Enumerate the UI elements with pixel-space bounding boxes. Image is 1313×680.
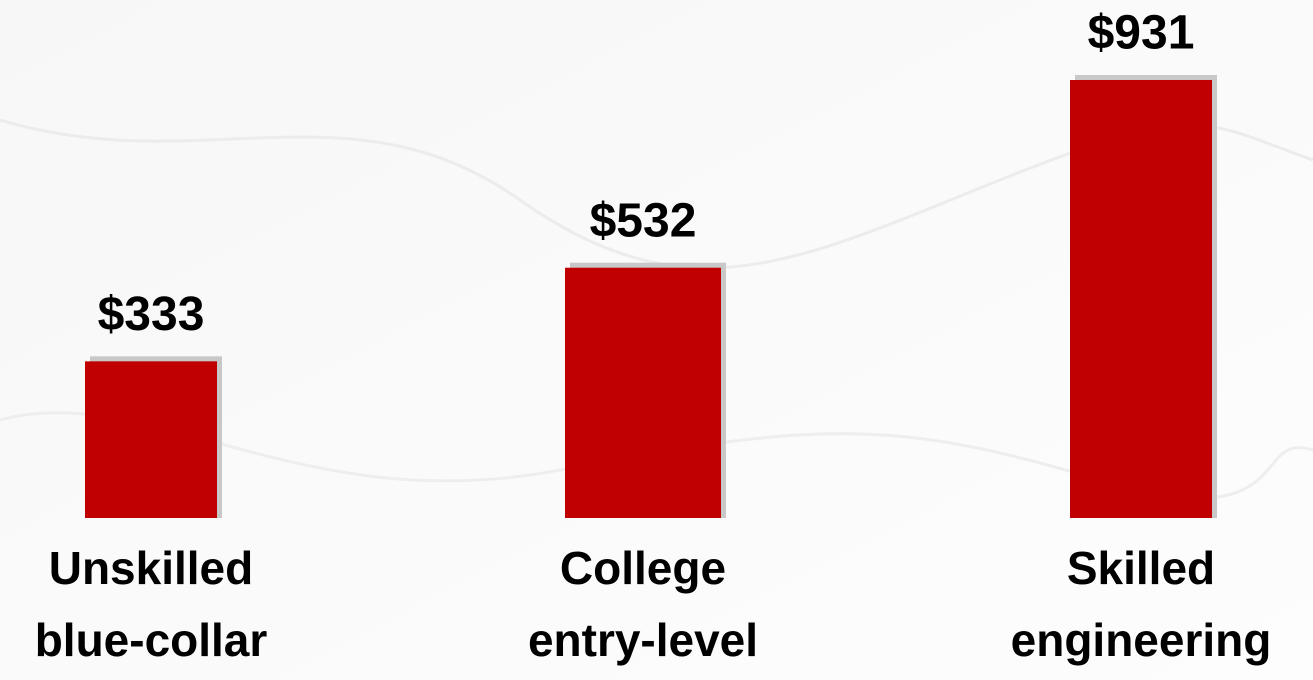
value-label: $532	[590, 194, 697, 247]
bar	[85, 361, 217, 518]
x-tick-label: Unskilled	[49, 542, 254, 594]
x-tick-label: blue-collar	[35, 614, 268, 666]
x-tick-label: entry-level	[528, 614, 758, 666]
x-tick-label: engineering	[1011, 614, 1272, 666]
x-tick-label: College	[560, 542, 726, 594]
bar	[565, 267, 721, 518]
x-tick-label: Skilled	[1067, 542, 1215, 594]
value-label: $333	[98, 288, 205, 341]
value-label: $931	[1088, 7, 1195, 60]
bar	[1070, 80, 1212, 518]
